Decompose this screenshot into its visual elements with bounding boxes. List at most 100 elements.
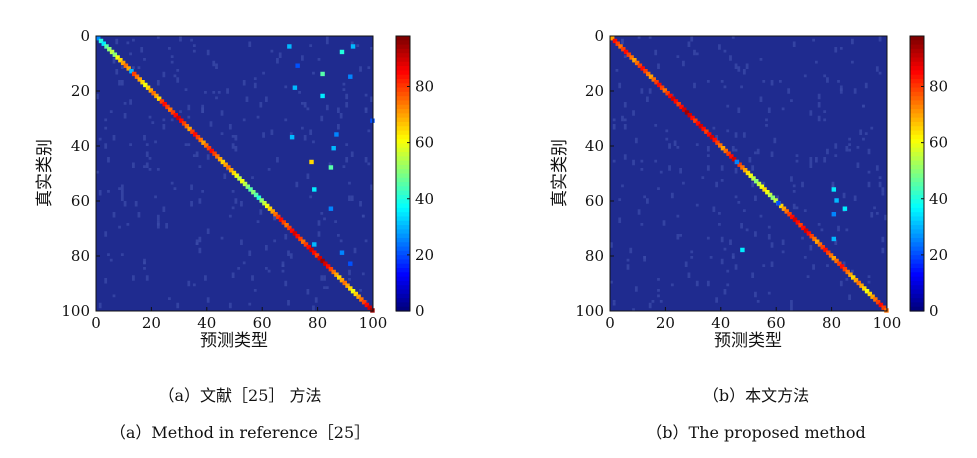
noise-cell (248, 250, 252, 256)
noise-cell (145, 162, 149, 168)
noise-cell (323, 275, 326, 281)
noise-cell (623, 124, 627, 130)
noise-cell (109, 110, 113, 113)
noise-cell (853, 88, 857, 94)
noise-cell (770, 151, 774, 157)
colorbar-segment (396, 293, 410, 299)
colorbar-segment (396, 169, 410, 175)
y-tick-label: 60 (585, 192, 604, 210)
diagonal-cell (148, 88, 154, 93)
noise-cell (287, 250, 290, 256)
diagonal-cell (767, 192, 773, 198)
noise-cell (187, 280, 191, 287)
confusion-cell (834, 198, 839, 203)
diagonal-cell (754, 179, 759, 184)
noise-cell (731, 253, 735, 259)
confusion-cell (370, 118, 375, 123)
diagonal-cell (336, 275, 342, 280)
diagonal-cell (109, 49, 115, 55)
colorbar-segment (910, 66, 924, 71)
noise-cell (240, 239, 243, 245)
noise-cell (706, 80, 710, 83)
noise-cell (104, 278, 108, 284)
diagonal-cell (706, 132, 712, 137)
noise-cell (259, 102, 263, 108)
diagonal-cell (356, 294, 361, 299)
diagonal-cell (878, 302, 884, 308)
noise-cell (256, 115, 260, 119)
diagonal-cell (334, 272, 339, 277)
noise-cell (765, 124, 768, 127)
noise-cell (706, 165, 710, 171)
noise-cell (726, 129, 730, 133)
noise-cell (834, 143, 838, 149)
noise-cell (665, 129, 669, 133)
noise-cell (850, 269, 854, 273)
noise-cell (370, 47, 373, 50)
noise-cell (170, 60, 174, 64)
confusion-cell (312, 242, 317, 247)
colorbar-segment (396, 302, 410, 308)
noise-cell (226, 88, 229, 94)
noise-cell (706, 280, 710, 287)
diagonal-cell (312, 250, 317, 255)
colorbar-segment (396, 242, 410, 248)
colorbar-segment (396, 207, 410, 213)
noise-cell (215, 63, 218, 67)
noise-cell (253, 77, 257, 80)
noise-cell (300, 55, 304, 61)
colorbar-segment (396, 44, 410, 50)
noise-cell (754, 195, 757, 201)
noise-cell (120, 253, 124, 256)
noise-cell (742, 209, 746, 212)
diagonal-cell (298, 236, 303, 242)
noise-cell (668, 165, 671, 171)
noise-cell (179, 38, 182, 42)
noise-cell (151, 121, 155, 124)
noise-cell (361, 272, 365, 276)
diagonal-cell (309, 247, 314, 253)
noise-cell (687, 41, 691, 47)
diagonal-cell (698, 124, 704, 129)
confusion-cell (292, 85, 298, 90)
diagonal-cell (237, 176, 242, 181)
noise-cell (693, 82, 696, 89)
noise-cell (834, 239, 838, 245)
noise-cell (320, 275, 324, 281)
diagonal-cell (720, 146, 726, 151)
diagonal-cell (173, 113, 178, 118)
noise-cell (629, 247, 633, 254)
colorbar-segment (910, 250, 924, 256)
noise-cell (251, 176, 254, 179)
noise-cell (765, 118, 768, 122)
noise-cell (673, 140, 677, 146)
noise-cell (792, 41, 796, 47)
noise-cell (107, 157, 110, 163)
noise-cell (817, 115, 821, 122)
noise-cell (723, 247, 727, 251)
noise-cell (657, 63, 660, 69)
noise-cell (107, 253, 110, 256)
noise-cell (842, 192, 846, 199)
diagonal-cell (765, 190, 770, 195)
diagonal-cell (98, 38, 104, 44)
noise-cell (762, 264, 766, 267)
diagonal-cell (820, 245, 825, 250)
colorbar-segment (396, 160, 410, 166)
noise-cell (623, 118, 627, 122)
noise-cell (748, 157, 752, 163)
colorbar-segment (910, 121, 924, 127)
colorbar-segment (910, 156, 924, 162)
noise-cell (342, 165, 346, 168)
noise-cell (726, 269, 730, 273)
noise-cell (878, 36, 882, 42)
noise-cell (734, 195, 738, 199)
noise-cell (612, 118, 616, 122)
colorbar-segment (910, 83, 924, 89)
colorbar-segment (910, 190, 924, 196)
noise-cell (734, 132, 738, 138)
noise-cell (626, 258, 630, 262)
noise-cell (867, 170, 871, 174)
noise-cell (317, 231, 321, 237)
diagonal-cell (192, 132, 198, 137)
